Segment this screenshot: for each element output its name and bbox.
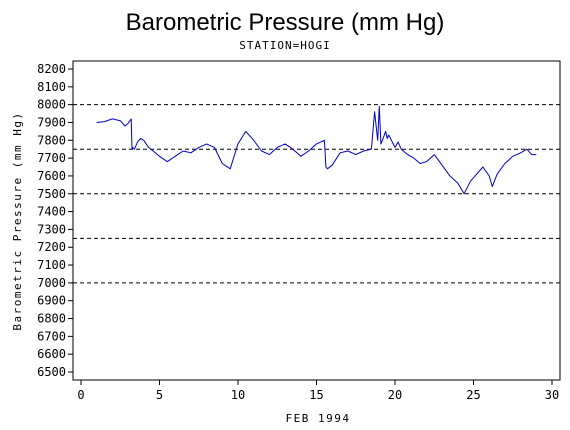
y-axis-label: Barometric Pressure (mm Hg) (11, 111, 24, 330)
x-tick-label: 30 (545, 388, 559, 402)
y-tick-label: 7600 (37, 169, 66, 183)
chart-title: Barometric Pressure (mm Hg) (126, 9, 445, 36)
y-tick-label: 7300 (37, 222, 66, 236)
x-tick-label: 20 (388, 388, 402, 402)
y-tick-label: 7000 (37, 276, 66, 290)
y-tick-label: 7800 (37, 133, 66, 147)
x-tick-label: 5 (156, 388, 163, 402)
y-tick-label: 7900 (37, 115, 66, 129)
y-tick-label: 8000 (37, 98, 66, 112)
x-tick-label: 0 (77, 388, 84, 402)
y-tick-label: 8200 (37, 62, 66, 76)
y-tick-label: 6700 (37, 329, 66, 343)
x-tick-label: 10 (231, 388, 245, 402)
y-tick-label: 6900 (37, 294, 66, 308)
y-tick-label: 7100 (37, 258, 66, 272)
y-tick-label: 6600 (37, 347, 66, 361)
y-tick-label: 8100 (37, 80, 66, 94)
y-tick-label: 7400 (37, 205, 66, 219)
series-layer (96, 105, 537, 195)
chart-subtitle: STATION=HOGI (239, 39, 330, 52)
x-axis: 0 5 10 15 20 25 30 (77, 380, 559, 402)
x-tick-label: 15 (309, 388, 323, 402)
x-tick-label: 25 (466, 388, 480, 402)
reference-lines (73, 104, 560, 284)
x-axis-label: FEB 1994 (286, 412, 351, 425)
y-tick-label: 7700 (37, 151, 66, 165)
pressure-series-line (96, 105, 537, 195)
y-tick-label: 7200 (37, 240, 66, 254)
plot-frame (72, 60, 561, 381)
y-axis: 6500 6600 6700 6800 6900 7000 7100 7200 7300 7400… (37, 62, 73, 379)
y-tick-label: 7500 (37, 187, 66, 201)
y-tick-label: 6800 (37, 312, 66, 326)
y-tick-label: 6500 (37, 365, 66, 379)
